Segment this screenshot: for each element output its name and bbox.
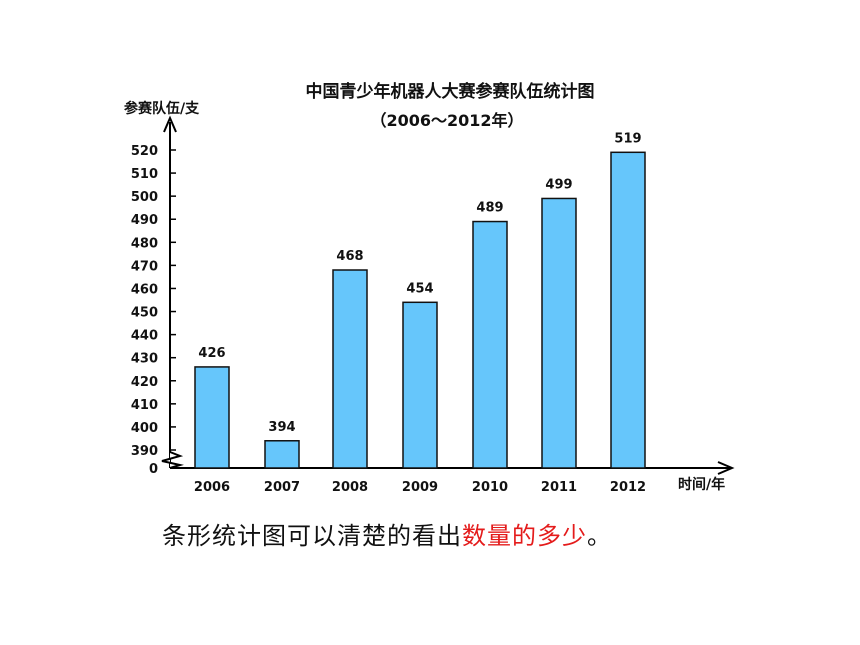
x-tick-label: 2009 <box>402 480 438 495</box>
y-tick-label: 420 <box>131 375 158 390</box>
axis-break-zigzag <box>161 451 184 469</box>
bar-2011 <box>541 197 577 469</box>
chart-caption: 条形统计图可以清楚的看出数量的多少。 <box>162 516 612 551</box>
bar-value-label: 489 <box>476 201 503 216</box>
y-tick-label: 440 <box>131 329 158 344</box>
bar-2006 <box>194 366 230 469</box>
y-axis-arrow <box>163 115 177 133</box>
bar-2007 <box>264 440 300 469</box>
bar-value-label: 426 <box>198 346 225 361</box>
x-tick-label: 2011 <box>541 480 577 495</box>
x-tick-label: 2008 <box>332 480 368 495</box>
chart-subtitle: （2006～2012年） <box>370 111 523 130</box>
y-tick-label: 0 <box>149 462 158 477</box>
x-axis-label: 时间/年 <box>678 476 725 493</box>
bar-value-label: 519 <box>614 131 641 146</box>
bar-2010 <box>472 220 508 469</box>
y-tick-label: 430 <box>131 352 158 367</box>
caption-text: 条形统计图可以清楚的看出 <box>162 522 462 550</box>
y-tick-label: 480 <box>131 236 158 251</box>
bar-value-label: 499 <box>545 177 572 192</box>
bar-2012 <box>610 151 646 469</box>
plot-area: 520 510 500 490 480 470 460 450 440 430 420 410 400 3… <box>131 115 735 495</box>
y-tick-label: 450 <box>131 306 158 321</box>
chart-title: 中国青少年机器人大赛参赛队伍统计图 <box>306 81 595 102</box>
x-tick-label: 2007 <box>264 480 300 495</box>
bar-2008 <box>332 269 368 469</box>
bar-2009 <box>402 301 438 469</box>
y-tick-label: 390 <box>131 444 158 459</box>
x-tick-label: 2012 <box>610 480 646 495</box>
x-tick-label: 2010 <box>472 480 508 495</box>
y-tick-label: 490 <box>131 213 158 228</box>
y-tick-label: 510 <box>131 167 158 182</box>
y-tick-label: 500 <box>131 190 158 205</box>
x-axis-arrow <box>717 461 735 475</box>
bar-value-label: 394 <box>268 420 295 435</box>
bar-value-label: 468 <box>336 249 363 264</box>
y-tick-label: 520 <box>131 144 158 159</box>
y-axis-label: 参赛队伍/支 <box>124 100 200 117</box>
x-tick-label: 2006 <box>194 480 230 495</box>
y-tick-label: 470 <box>131 259 158 274</box>
y-tick-label: 400 <box>131 421 158 436</box>
caption-period: 。 <box>587 522 612 550</box>
caption-highlight: 数量的多少 <box>462 522 587 550</box>
y-tick-label: 460 <box>131 282 158 297</box>
y-tick-label: 410 <box>131 398 158 413</box>
bar-value-label: 454 <box>406 281 433 296</box>
